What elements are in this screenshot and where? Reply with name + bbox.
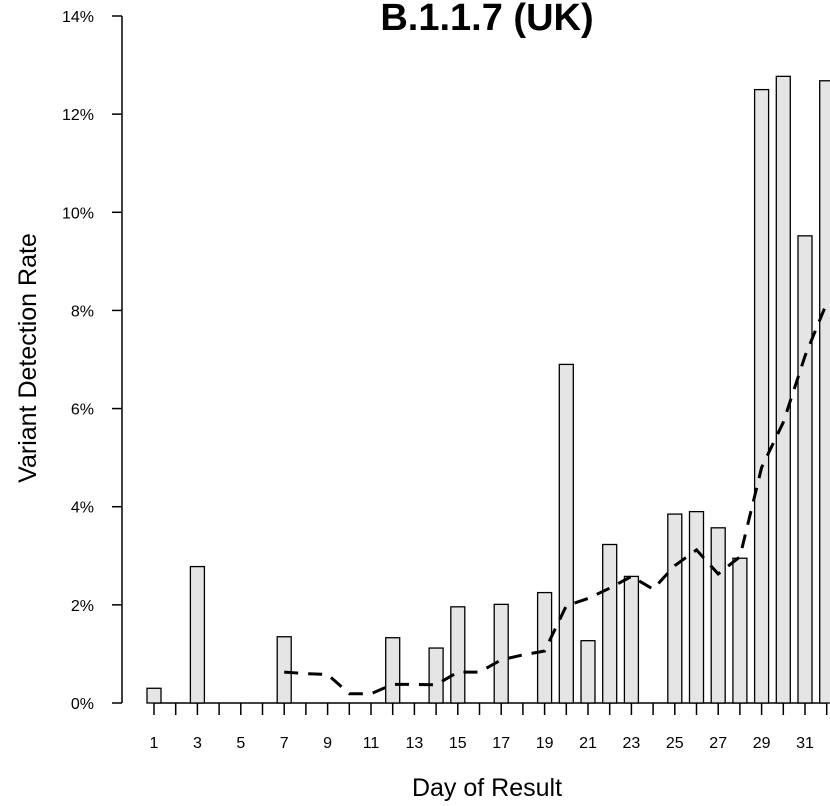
- y-axis: 0% 2% 4% 6% 8% 10% 12% 14%: [62, 9, 123, 713]
- bar: [276, 636, 292, 704]
- x-tick-label: 11: [363, 735, 380, 752]
- x-tick-label: 17: [492, 735, 510, 752]
- x-tick-label: 27: [709, 735, 727, 752]
- x-axis-title: Day of Result: [412, 774, 562, 802]
- bar: [732, 557, 748, 704]
- bar: [623, 575, 640, 704]
- y-tick-label: 0%: [71, 696, 94, 713]
- bar: [753, 88, 770, 704]
- bar: [493, 603, 509, 704]
- bar: [775, 75, 791, 704]
- y-tick-label: 2%: [71, 598, 94, 615]
- bar: [146, 687, 162, 704]
- bar: [536, 591, 553, 704]
- bar: [558, 363, 574, 704]
- bar: [797, 235, 813, 704]
- bar: [667, 513, 683, 704]
- bar-series: [146, 75, 830, 704]
- x-tick-label: 19: [536, 735, 554, 752]
- x-tick-label: 25: [666, 735, 684, 752]
- bar: [710, 527, 726, 704]
- bar: [580, 640, 596, 704]
- y-tick-label: 10%: [62, 205, 94, 222]
- trend-line: [284, 302, 829, 696]
- x-tick-label: 7: [280, 735, 289, 752]
- bar: [819, 80, 830, 704]
- bar: [189, 565, 206, 704]
- bar: [385, 637, 401, 704]
- y-tick-label: 12%: [62, 107, 94, 124]
- bar: [602, 543, 618, 704]
- x-tick-label: 3: [193, 735, 202, 752]
- bar: [688, 510, 705, 704]
- bar: [450, 606, 466, 704]
- chart-title: B.1.1.7 (UK): [380, 0, 593, 39]
- x-tick-label: 9: [323, 735, 332, 752]
- x-axis: 1 3 5 7 9 11 13 15 17 19 21 23 25 27 29 31: [150, 702, 828, 752]
- x-tick-label: 13: [406, 735, 424, 752]
- y-tick-label: 6%: [71, 402, 94, 419]
- x-tick-label: 29: [753, 735, 771, 752]
- x-tick-label: 21: [579, 735, 597, 752]
- x-tick-label: 5: [236, 735, 245, 752]
- x-tick-label: 1: [150, 735, 159, 752]
- x-tick-label: 15: [449, 735, 467, 752]
- x-tick-label: 23: [623, 735, 641, 752]
- y-tick-label: 4%: [71, 500, 94, 517]
- y-tick-label: 14%: [62, 9, 94, 26]
- bar: [428, 647, 444, 704]
- y-axis-title: Variant Detection Rate: [14, 233, 42, 483]
- y-tick-label: 8%: [71, 303, 94, 320]
- x-tick-label: 31: [796, 735, 814, 752]
